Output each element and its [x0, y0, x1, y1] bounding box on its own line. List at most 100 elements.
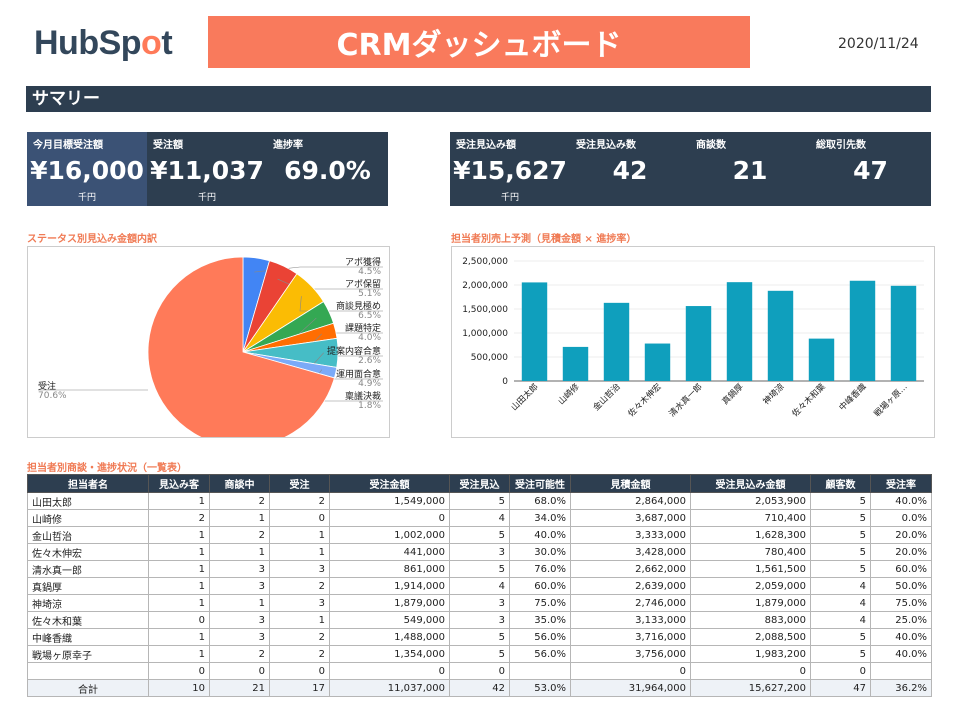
table-cell: 3 — [209, 611, 270, 629]
table-header-cell-10: 受注率 — [870, 474, 932, 493]
table-cell: 佐々木伸宏 — [27, 543, 149, 561]
bar-xtick-9: 戦場ヶ原… — [872, 381, 910, 419]
table-row: 戦場ヶ原幸子 1 2 2 1,354,000 5 56.0% 3,756,000 1,983,2… — [27, 645, 932, 663]
table-cell: 佐々木和葉 — [27, 611, 149, 629]
table-cell: 1 — [209, 543, 270, 561]
bar-ytick-5: 2,500,000 — [462, 257, 508, 267]
table-header-row: 担当者名 見込み客 商談中 受注 受注金額 受注見込 受注可能性 見積金額 受注見込み金額 顧客数… — [27, 474, 932, 493]
table-cell: 5 — [810, 509, 871, 527]
table-cell: 40.0% — [870, 645, 932, 663]
table-cell: 2,746,000 — [570, 594, 691, 612]
table-cell: 75.0% — [870, 594, 932, 612]
pie-chart — [38, 256, 383, 437]
table-cell: 47 — [810, 679, 871, 697]
table-row: 金山哲治 1 2 1 1,002,000 5 40.0% 3,333,000 1,628,300… — [27, 526, 932, 544]
table-cell: 1 — [148, 492, 210, 510]
table-cell: 1 — [209, 594, 270, 612]
table-cell: 山田太郎 — [27, 492, 149, 510]
table-cell: 2,864,000 — [570, 492, 691, 510]
table-cell: 40.0% — [870, 492, 932, 510]
kpi-target-sales: 今月目標受注額 ¥16,000 千円 — [27, 132, 147, 206]
table-title: 担当者別商談・進捗状況（一覧表） — [27, 463, 187, 474]
table-cell: 5 — [810, 560, 871, 578]
bar-chart-frame: 0 500,000 1,000,000 1,500,000 2,000,000 2,500… — [451, 246, 935, 438]
table-cell: 3 — [269, 560, 330, 578]
table-cell: 5 — [449, 526, 510, 544]
table-row: 山田太郎 1 2 2 1,549,000 5 68.0% 2,864,000 2,053,900… — [27, 492, 932, 510]
bar-chart: 0 500,000 1,000,000 1,500,000 2,000,000 2,500… — [462, 257, 924, 419]
table-cell: 1 — [269, 543, 330, 561]
kpi-left-panel: 今月目標受注額 ¥16,000 千円 受注額 ¥11,037 千円 進捗率 69… — [27, 132, 388, 206]
table-cell: 神埼涼 — [27, 594, 149, 612]
pie-label-2: 商談見極め — [335, 302, 381, 312]
bar-xtick-6: 神埼涼 — [761, 381, 787, 407]
table-cell: 0 — [329, 509, 450, 527]
table-header-cell-2: 商談中 — [209, 474, 270, 493]
table-cell: 40.0% — [509, 526, 571, 544]
bar-ytick-4: 2,000,000 — [462, 281, 508, 291]
table-cell: 861,000 — [329, 560, 450, 578]
table-cell: 1,488,000 — [329, 628, 450, 646]
table-row: 中峰香織 1 3 2 1,488,000 5 56.0% 3,716,000 2,088,500… — [27, 628, 932, 646]
table-cell: 5 — [810, 645, 871, 663]
table-cell: 1 — [148, 628, 210, 646]
bar-5 — [726, 282, 753, 381]
table-cell: 1 — [148, 526, 210, 544]
table-cell: 0 — [148, 611, 210, 629]
table-cell: 60.0% — [870, 560, 932, 578]
bar-4 — [685, 306, 712, 381]
table-cell: 3 — [209, 577, 270, 595]
table-cell: 883,000 — [690, 611, 811, 629]
table-cell: 21 — [209, 679, 270, 697]
table-cell: 1 — [148, 577, 210, 595]
bar-xtick-7: 佐々木和葉 — [790, 381, 828, 419]
table-cell: 2,059,000 — [690, 577, 811, 595]
pie-label-5: 運用面合意 — [335, 370, 381, 380]
table-cell: 35.0% — [509, 611, 571, 629]
table-cell: 1,561,500 — [690, 560, 811, 578]
table-cell: 5 — [449, 492, 510, 510]
pie-chart-frame: アポ獲得 4.5% アポ保留 5.1% 商談見極め 6.5% 課題特定 4.0% 提案内容合意 2… — [27, 246, 390, 438]
report-date: 2020/11/24 — [838, 36, 919, 52]
table-cell: 2,088,500 — [690, 628, 811, 646]
table-header-cell-3: 受注 — [269, 474, 330, 493]
table-cell: 1 — [269, 611, 330, 629]
table-cell: 戦場ヶ原幸子 — [27, 645, 149, 663]
table-cell: 42 — [449, 679, 510, 697]
table-cell: 780,400 — [690, 543, 811, 561]
bar-xtick-1: 山崎修 — [556, 381, 582, 407]
table-cell: 3,687,000 — [570, 509, 691, 527]
table-cell: 549,000 — [329, 611, 450, 629]
table-cell: 0 — [570, 662, 691, 680]
bar-xtick-8: 中峰香織 — [837, 381, 869, 413]
table-cell: 5 — [449, 645, 510, 663]
table-cell: 3 — [449, 611, 510, 629]
table-cell: 53.0% — [509, 679, 571, 697]
table-cell: 60.0% — [509, 577, 571, 595]
table-cell: 4 — [449, 577, 510, 595]
pie-pct-3: 4.0% — [358, 333, 381, 343]
table-cell: 0 — [148, 662, 210, 680]
summary-section-header: サマリー — [26, 86, 931, 112]
table-cell: 1 — [209, 509, 270, 527]
pie-slice-7 — [147, 256, 335, 437]
table-cell: 10 — [148, 679, 210, 697]
bar-xtick-4: 清水真一郎 — [667, 381, 705, 419]
table-cell: 2 — [209, 645, 270, 663]
table-header-cell-7: 見積金額 — [570, 474, 691, 493]
bar-ytick-0: 0 — [502, 377, 508, 387]
table-cell: 1,879,000 — [690, 594, 811, 612]
bar-ytick-3: 1,500,000 — [462, 305, 508, 315]
table-cell: 11,037,000 — [329, 679, 450, 697]
bar-chart-title: 担当者別売上予測（見積金額 × 進捗率） — [451, 234, 637, 245]
bar-0 — [521, 282, 548, 381]
table-cell: 4 — [810, 577, 871, 595]
table-cell: 3 — [209, 628, 270, 646]
kpi-sales-amount: 受注額 ¥11,037 千円 — [150, 140, 264, 203]
bar-xtick-2: 金山哲治 — [591, 381, 623, 413]
pie-pct-1: 5.1% — [358, 289, 381, 299]
kpi-deal-count: 商談数 21 — [696, 140, 768, 185]
table-cell: 36.2% — [870, 679, 932, 697]
pie-pct-4: 2.6% — [358, 356, 381, 366]
